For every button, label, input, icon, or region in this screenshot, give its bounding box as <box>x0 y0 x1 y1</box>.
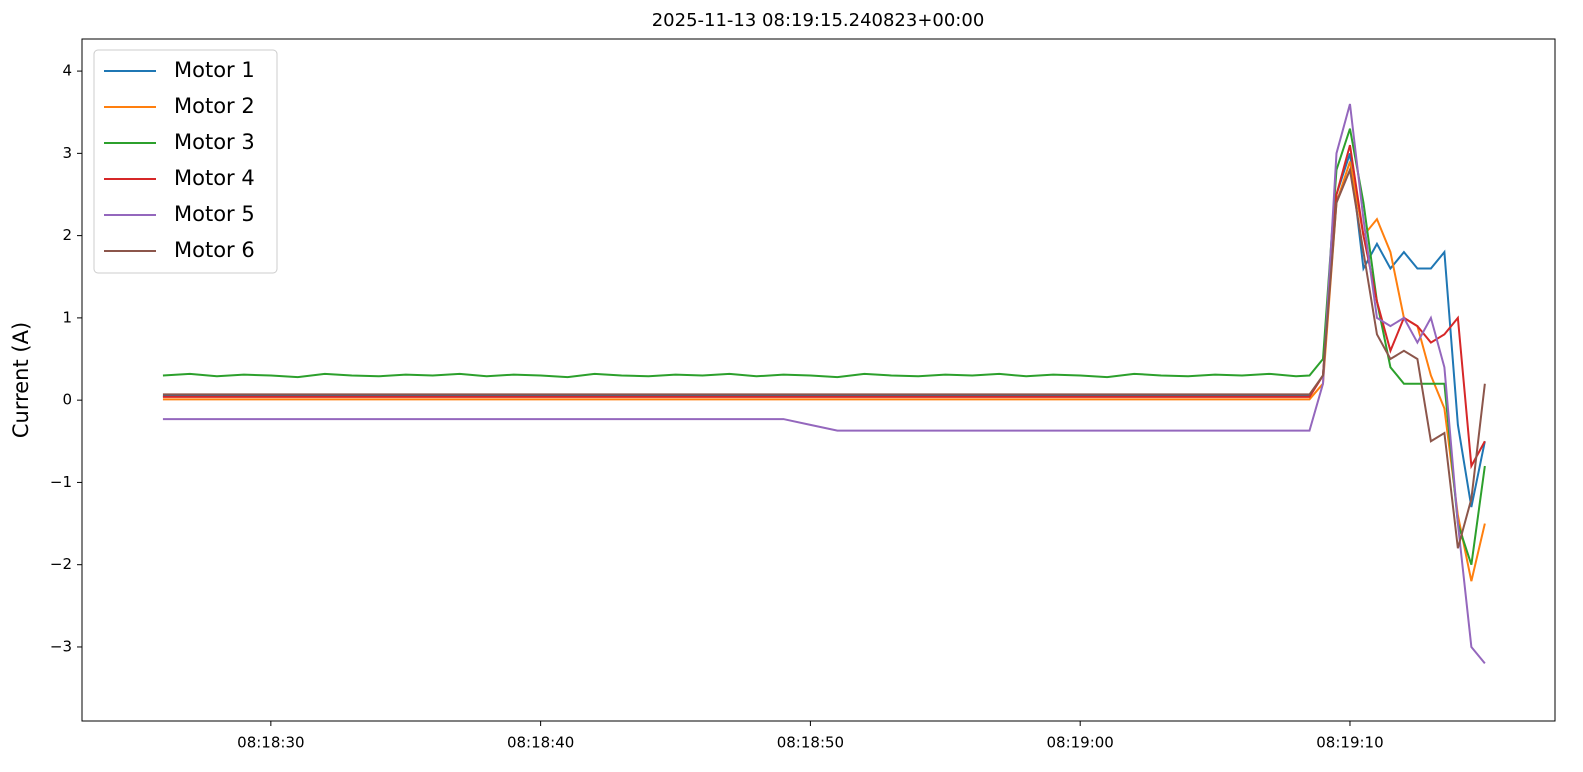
legend-label: Motor 2 <box>174 94 255 118</box>
x-tick-label: 08:19:00 <box>1046 734 1113 752</box>
series-line <box>162 166 1486 549</box>
y-tick-label: 3 <box>62 144 72 162</box>
series-line <box>162 144 1486 470</box>
y-tick-label: 4 <box>62 62 72 80</box>
y-tick-label: 1 <box>62 308 72 326</box>
chart-title: 2025-11-13 08:19:15.240823+00:00 <box>652 10 985 31</box>
series-line <box>162 103 1486 665</box>
x-tick-label: 08:18:50 <box>777 734 844 752</box>
legend-label: Motor 6 <box>174 238 255 262</box>
y-tick-label: −3 <box>50 637 72 655</box>
series-line <box>162 153 1486 508</box>
y-tick-label: −2 <box>50 555 72 573</box>
y-tick-label: 0 <box>62 391 72 409</box>
x-tick-label: 08:19:10 <box>1316 734 1383 752</box>
legend-label: Motor 1 <box>174 58 255 82</box>
legend-label: Motor 3 <box>174 130 255 154</box>
x-tick-label: 08:18:40 <box>507 734 574 752</box>
plot-frame <box>81 38 1556 722</box>
y-tick-label: 2 <box>62 226 72 244</box>
series-line <box>162 161 1486 582</box>
x-tick-label: 08:18:30 <box>237 734 304 752</box>
legend-box <box>93 49 278 274</box>
series-line <box>162 128 1486 566</box>
y-tick-label: −1 <box>50 473 72 491</box>
legend-label: Motor 5 <box>174 202 255 226</box>
y-axis-label: Current (A) <box>9 322 33 438</box>
legend-label: Motor 4 <box>174 166 255 190</box>
